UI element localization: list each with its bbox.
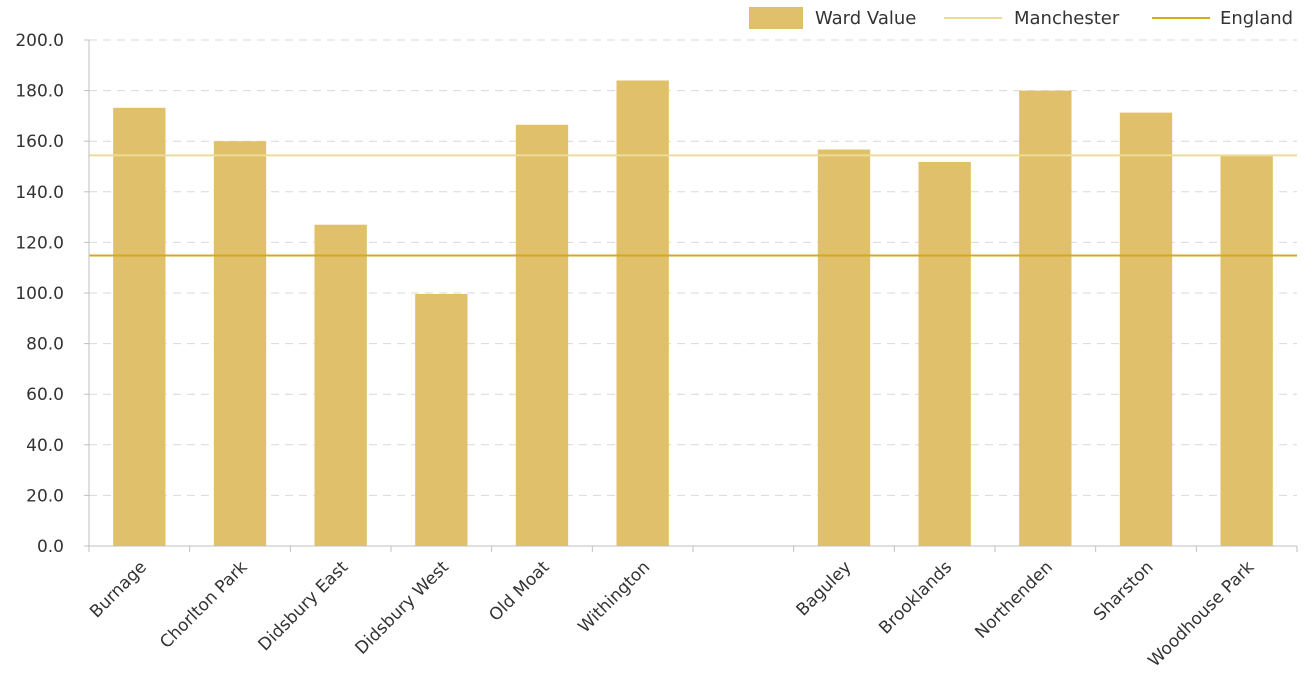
legend: Ward Value Manchester England [749, 7, 1293, 29]
bar-withington [616, 80, 669, 546]
bar-northenden [1019, 90, 1072, 546]
y-tick-labels: 0.0 20.0 40.0 60.0 80.0 100.0 120.0 140.0 160.0 1… [15, 31, 64, 557]
bar-didsbury-west [415, 294, 468, 546]
y-tick-label: 160.0 [15, 132, 64, 152]
axes [84, 39, 1298, 552]
bar-brooklands [918, 161, 971, 547]
legend-label-england: England [1220, 8, 1293, 29]
x-category-label: Woodhouse Park [1144, 557, 1258, 671]
reference-lines [89, 154, 1297, 257]
bar-burnage [113, 107, 166, 546]
x-category-label: Sharston [1090, 557, 1158, 625]
x-category-labels: Burnage Chorlton Park Didsbury East Didsbur… [86, 557, 1258, 671]
y-tick-label: 0.0 [37, 537, 64, 557]
bar-chorlton-park [213, 141, 267, 546]
x-category-label: Northenden [971, 557, 1056, 642]
y-tick-label: 200.0 [15, 31, 64, 51]
bar-sharston [1119, 112, 1173, 547]
bar-didsbury-east [314, 224, 367, 546]
y-tick-label: 100.0 [15, 284, 64, 304]
y-tick-label: 20.0 [26, 486, 64, 506]
legend-label-manchester: Manchester [1014, 8, 1120, 29]
x-category-label: Didsbury East [254, 557, 352, 655]
y-tick-label: 120.0 [15, 233, 64, 253]
x-category-label: Brooklands [875, 557, 956, 638]
bar-old-moat [515, 124, 569, 546]
x-category-label: Chorlton Park [156, 557, 251, 652]
bar-woodhouse-park [1220, 155, 1273, 546]
y-tick-label: 140.0 [15, 183, 64, 203]
y-tick-label: 40.0 [26, 436, 64, 456]
x-category-label: Withington [574, 557, 654, 637]
bar-baguley [817, 149, 871, 546]
legend-label-ward-value: Ward Value [815, 8, 916, 29]
y-tick-label: 80.0 [26, 335, 64, 355]
y-tick-label: 180.0 [15, 82, 64, 102]
x-category-label: Burnage [86, 557, 151, 622]
x-category-label: Old Moat [485, 557, 553, 625]
x-category-label: Didsbury West [352, 557, 454, 659]
legend-swatch-ward-value [749, 7, 803, 29]
bars [113, 80, 1273, 547]
y-tick-label: 60.0 [26, 385, 64, 405]
gridlines [89, 39, 1297, 496]
x-category-label: Baguley [793, 557, 856, 620]
